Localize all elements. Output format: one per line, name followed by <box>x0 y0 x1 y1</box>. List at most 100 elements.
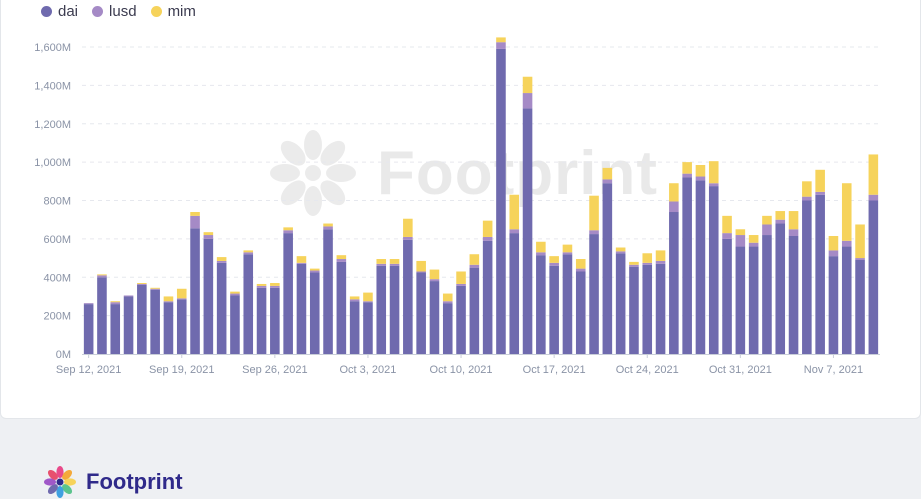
bar-segment-dai[interactable] <box>296 263 307 354</box>
bar-segment-dai[interactable] <box>176 299 187 354</box>
bar-segment-lusd[interactable] <box>403 236 413 240</box>
bar-segment-dai[interactable] <box>629 266 639 354</box>
bar-segment-mim[interactable] <box>416 260 426 272</box>
bar-segment-mim[interactable] <box>775 211 786 220</box>
bar-segment-mim[interactable] <box>469 254 480 265</box>
bar-segment-lusd[interactable] <box>336 259 347 262</box>
bar-segment-lusd[interactable] <box>788 229 799 236</box>
bar-segment-mim[interactable] <box>655 250 666 261</box>
footer-logo[interactable]: Footprint <box>40 465 183 499</box>
bar-segment-mim[interactable] <box>748 235 759 243</box>
bar-segment-dai[interactable] <box>708 186 719 354</box>
bar-segment-lusd[interactable] <box>735 235 746 247</box>
bar-segment-dai[interactable] <box>469 267 480 354</box>
bar-segment-dai[interactable] <box>323 229 333 354</box>
bar-segment-lusd[interactable] <box>775 219 786 224</box>
bar-segment-mim[interactable] <box>762 215 772 225</box>
bar-segment-lusd[interactable] <box>230 293 240 296</box>
bar-segment-dai[interactable] <box>376 265 387 354</box>
bar-segment-mim[interactable] <box>270 283 280 286</box>
bar-segment-lusd[interactable] <box>243 252 254 255</box>
bar-segment-lusd[interactable] <box>469 264 480 268</box>
bar-segment-lusd[interactable] <box>363 301 373 303</box>
bar-segment-dai[interactable] <box>163 302 174 354</box>
bar-segment-mim[interactable] <box>562 244 573 253</box>
bar-segment-dai[interactable] <box>123 296 134 354</box>
bar-segment-dai[interactable] <box>682 177 692 354</box>
bar-segment-mim[interactable] <box>509 194 520 230</box>
bar-segment-dai[interactable] <box>309 272 320 354</box>
bar-segment-lusd[interactable] <box>496 42 506 49</box>
bar-segment-dai[interactable] <box>496 48 506 355</box>
bar-segment-lusd[interactable] <box>216 260 227 263</box>
bar-segment-lusd[interactable] <box>589 230 599 235</box>
bar-segment-lusd[interactable] <box>137 283 147 285</box>
bar-segment-mim[interactable] <box>589 195 599 231</box>
bar-segment-lusd[interactable] <box>389 263 400 266</box>
bar-segment-lusd[interactable] <box>176 298 187 300</box>
bar-segment-dai[interactable] <box>190 228 200 354</box>
bar-segment-dai[interactable] <box>429 281 440 354</box>
bar-segment-lusd[interactable] <box>682 173 692 178</box>
bar-segment-mim[interactable] <box>788 211 799 230</box>
bar-segment-dai[interactable] <box>868 200 879 355</box>
bar-segment-lusd[interactable] <box>762 224 772 236</box>
bar-segment-mim[interactable] <box>802 181 812 197</box>
bar-segment-dai[interactable] <box>841 246 852 354</box>
bar-segment-lusd[interactable] <box>642 262 653 265</box>
bar-segment-lusd[interactable] <box>655 260 666 264</box>
bar-segment-mim[interactable] <box>296 256 307 263</box>
bar-segment-dai[interactable] <box>416 272 426 354</box>
bar-segment-dai[interactable] <box>270 287 280 354</box>
bar-segment-lusd[interactable] <box>203 235 214 239</box>
bar-segment-mim[interactable] <box>323 223 333 227</box>
bar-segment-dai[interactable] <box>482 240 493 354</box>
bar-segment-lusd[interactable] <box>442 301 453 304</box>
bar-segment-dai[interactable] <box>216 262 227 354</box>
bar-segment-dai[interactable] <box>150 289 160 354</box>
bar-segment-dai[interactable] <box>762 235 772 354</box>
bar-segment-lusd[interactable] <box>296 262 307 264</box>
bar-segment-mim[interactable] <box>256 283 267 286</box>
bar-segment-mim[interactable] <box>841 183 852 241</box>
bar-segment-mim[interactable] <box>110 301 121 303</box>
bar-segment-mim[interactable] <box>376 259 387 264</box>
bar-segment-dai[interactable] <box>775 223 786 354</box>
bar-segment-mim[interactable] <box>243 250 254 253</box>
bar-segment-dai[interactable] <box>735 246 746 354</box>
bar-segment-mim[interactable] <box>642 253 653 263</box>
bar-segment-lusd[interactable] <box>629 264 639 267</box>
bar-segment-lusd[interactable] <box>841 240 852 247</box>
bar-segment-lusd[interactable] <box>323 226 333 230</box>
bar-segment-lusd[interactable] <box>376 263 387 266</box>
bar-segment-lusd[interactable] <box>482 236 493 241</box>
bar-segment-dai[interactable] <box>695 180 706 354</box>
bar-segment-lusd[interactable] <box>456 283 466 286</box>
bar-segment-lusd[interactable] <box>416 271 426 273</box>
bar-segment-lusd[interactable] <box>123 295 134 297</box>
bar-segment-dai[interactable] <box>509 233 520 354</box>
bar-segment-dai[interactable] <box>336 261 347 354</box>
bar-segment-lusd[interactable] <box>669 201 679 213</box>
bar-segment-dai[interactable] <box>536 255 546 354</box>
bar-segment-mim[interactable] <box>615 247 626 252</box>
bar-segment-dai[interactable] <box>456 285 466 354</box>
bar-segment-mim[interactable] <box>283 227 293 231</box>
bar-segment-lusd[interactable] <box>150 288 160 290</box>
bar-segment-lusd[interactable] <box>815 191 825 195</box>
bar-segment-mim[interactable] <box>549 256 559 263</box>
bar-segment-dai[interactable] <box>615 253 626 354</box>
bar-segment-dai[interactable] <box>562 254 573 354</box>
bar-segment-dai[interactable] <box>83 304 94 354</box>
bar-segment-lusd[interactable] <box>256 285 267 288</box>
bar-segment-lusd[interactable] <box>562 252 573 255</box>
bar-segment-lusd[interactable] <box>549 262 559 266</box>
bar-segment-dai[interactable] <box>589 234 599 354</box>
bar-segment-mim[interactable] <box>456 271 466 284</box>
bar-segment-lusd[interactable] <box>349 299 360 302</box>
bar-segment-lusd[interactable] <box>615 251 626 254</box>
bar-segment-mim[interactable] <box>602 167 613 180</box>
bar-segment-lusd[interactable] <box>163 301 174 303</box>
bar-segment-dai[interactable] <box>828 256 839 354</box>
bar-segment-dai[interactable] <box>669 212 679 354</box>
